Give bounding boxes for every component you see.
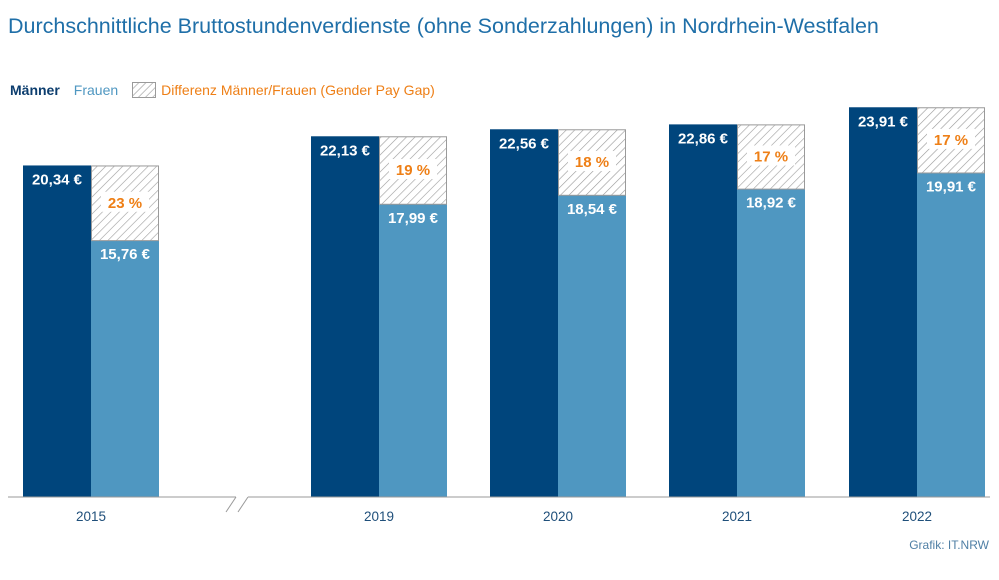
bar-men-2022	[849, 107, 917, 497]
label-gap-2021: 17 %	[754, 148, 788, 165]
label-men-2022: 23,91 €	[858, 113, 909, 130]
label-men-2019: 22,13 €	[320, 142, 371, 159]
bar-men-2021	[669, 124, 737, 497]
bar-women-2021	[737, 188, 805, 497]
legend-men: Männer	[10, 82, 60, 98]
label-gap-bg-2021	[747, 145, 795, 166]
bar-women-2020	[558, 194, 626, 497]
label-women-2022: 19,91 €	[926, 178, 977, 195]
label-gap-bg-2015	[101, 191, 149, 212]
bar-women-2019	[379, 203, 447, 497]
source-credit: Grafik: IT.NRW	[909, 538, 989, 552]
label-women-2019: 17,99 €	[388, 210, 439, 227]
x-tick-label-2020: 2020	[543, 509, 573, 524]
bar-men-2020	[490, 129, 558, 497]
x-tick-label-2022: 2022	[902, 509, 932, 524]
label-gap-2022: 17 %	[934, 132, 968, 149]
legend-gap: Differenz Männer/Frauen (Gender Pay Gap)	[161, 82, 435, 98]
label-gap-bg-2019	[389, 159, 437, 180]
label-men-2021: 22,86 €	[678, 130, 729, 147]
x-tick-label-2021: 2021	[722, 509, 752, 524]
legend-gap-hatch-swatch	[132, 82, 157, 98]
bar-men-2015	[23, 165, 91, 497]
chart-title: Durchschnittliche Bruttostundenverdienst…	[8, 14, 879, 38]
bar-men-2019	[311, 136, 379, 497]
bar-women-2022	[917, 172, 985, 498]
label-gap-2019: 19 %	[396, 162, 430, 179]
label-women-2015: 15,76 €	[100, 246, 151, 263]
legend-women: Frauen	[73, 82, 119, 98]
label-gap-2015: 23 %	[108, 195, 142, 212]
label-women-2021: 18,92 €	[746, 195, 797, 212]
label-men-2020: 22,56 €	[499, 135, 550, 152]
label-gap-2020: 18 %	[575, 154, 609, 171]
bar-women-2015	[91, 240, 159, 497]
x-tick-label-2015: 2015	[76, 509, 106, 524]
label-men-2015: 20,34 €	[32, 171, 83, 188]
label-gap-bg-2020	[568, 151, 616, 172]
label-gap-bg-2022	[927, 128, 975, 149]
legend: Männer Frauen Differenz Männer/Frauen (G…	[10, 80, 435, 100]
axis-break-marker	[225, 496, 249, 513]
x-tick-label-2019: 2019	[364, 509, 394, 524]
label-women-2020: 18,54 €	[567, 201, 618, 218]
